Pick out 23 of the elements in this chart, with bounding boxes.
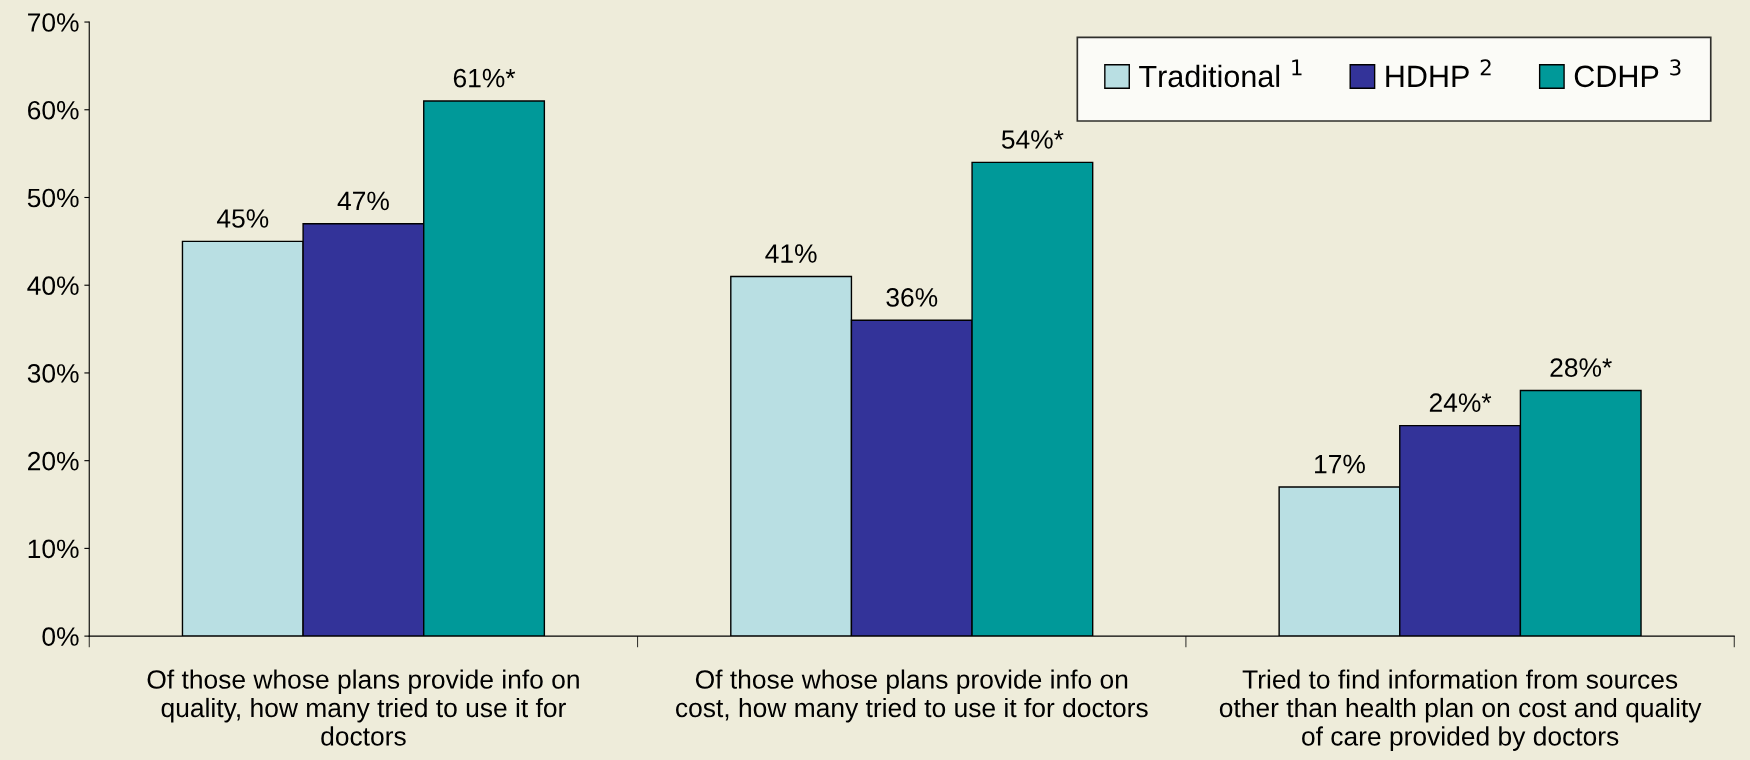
- data-label: 28%*: [1550, 358, 1612, 377]
- data-label: 47%: [337, 191, 389, 211]
- y-tick-label: 40%: [27, 276, 79, 296]
- data-label: 54%*: [1001, 130, 1064, 149]
- data-label: 41%: [765, 244, 817, 263]
- y-tick-label: 10%: [28, 539, 79, 559]
- y-tick-label: 20%: [28, 451, 79, 471]
- legend-label: CDHP $^{3}$: [1574, 59, 1681, 88]
- y-tick-label: 60%: [28, 100, 79, 120]
- data-label: 36%: [886, 288, 938, 307]
- legend-label: Traditional $^{1}$: [1139, 59, 1302, 88]
- x-tick-label: Of those whose plans provide info on cost, how many tried to use it for doctors: [676, 669, 1148, 723]
- x-tick-label: Tried to find information from sources other than health plan on cost and quality of care provided by doctors: [1219, 669, 1702, 751]
- data-label: 24%*: [1429, 393, 1492, 412]
- data-label: 61%*: [453, 68, 516, 88]
- legend-label: HDHP $^{2}$: [1386, 59, 1491, 87]
- y-tick-label: 70%: [28, 13, 79, 32]
- data-label: 17%: [1315, 454, 1365, 474]
- y-tick-label: 30%: [27, 364, 79, 383]
- data-label: 45%: [216, 209, 269, 228]
- y-tick-label: 0%: [42, 627, 79, 646]
- y-tick-label: 50%: [27, 188, 79, 208]
- x-tick-label: Of those whose plans provide info on quality, how many tried to use it for doctors: [147, 669, 579, 746]
